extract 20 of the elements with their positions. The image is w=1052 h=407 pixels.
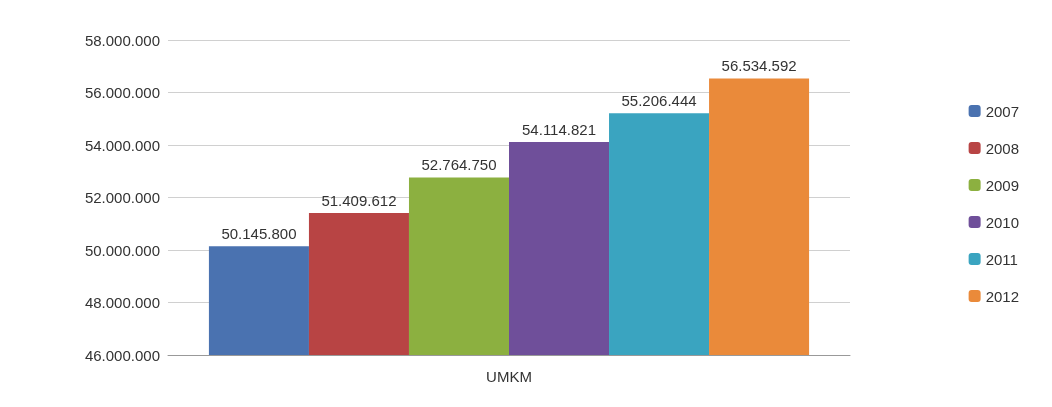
legend-label: 2011 [985, 250, 1018, 268]
legend-label: 2009 [985, 176, 1020, 194]
y-tick-label: 48.000.000 [84, 294, 160, 311]
y-tick-label: 54.000.000 [84, 136, 160, 154]
data-label: 55.206.444 [621, 92, 697, 110]
legend-label: 2008 [985, 139, 1020, 157]
data-label: 50.145.800 [221, 225, 297, 243]
y-tick-label: 56.000.000 [84, 84, 160, 101]
y-tick-label: 46.000.000 [84, 346, 160, 364]
y-tick-label: 58.000.000 [84, 31, 160, 49]
legend-label: 2010 [985, 213, 1020, 231]
x-tick-label: UMKM [486, 368, 532, 385]
data-label: 56.534.592 [721, 57, 797, 75]
legend-label: 2007 [985, 102, 1020, 120]
y-tick-label: 52.000.000 [84, 189, 160, 206]
y-tick-label: 50.000.000 [84, 241, 160, 259]
legend-label: 2012 [985, 287, 1020, 305]
data-label: 51.409.612 [321, 192, 397, 209]
data-label: 52.764.750 [421, 156, 497, 174]
data-label: 54.114.821 [522, 120, 596, 138]
